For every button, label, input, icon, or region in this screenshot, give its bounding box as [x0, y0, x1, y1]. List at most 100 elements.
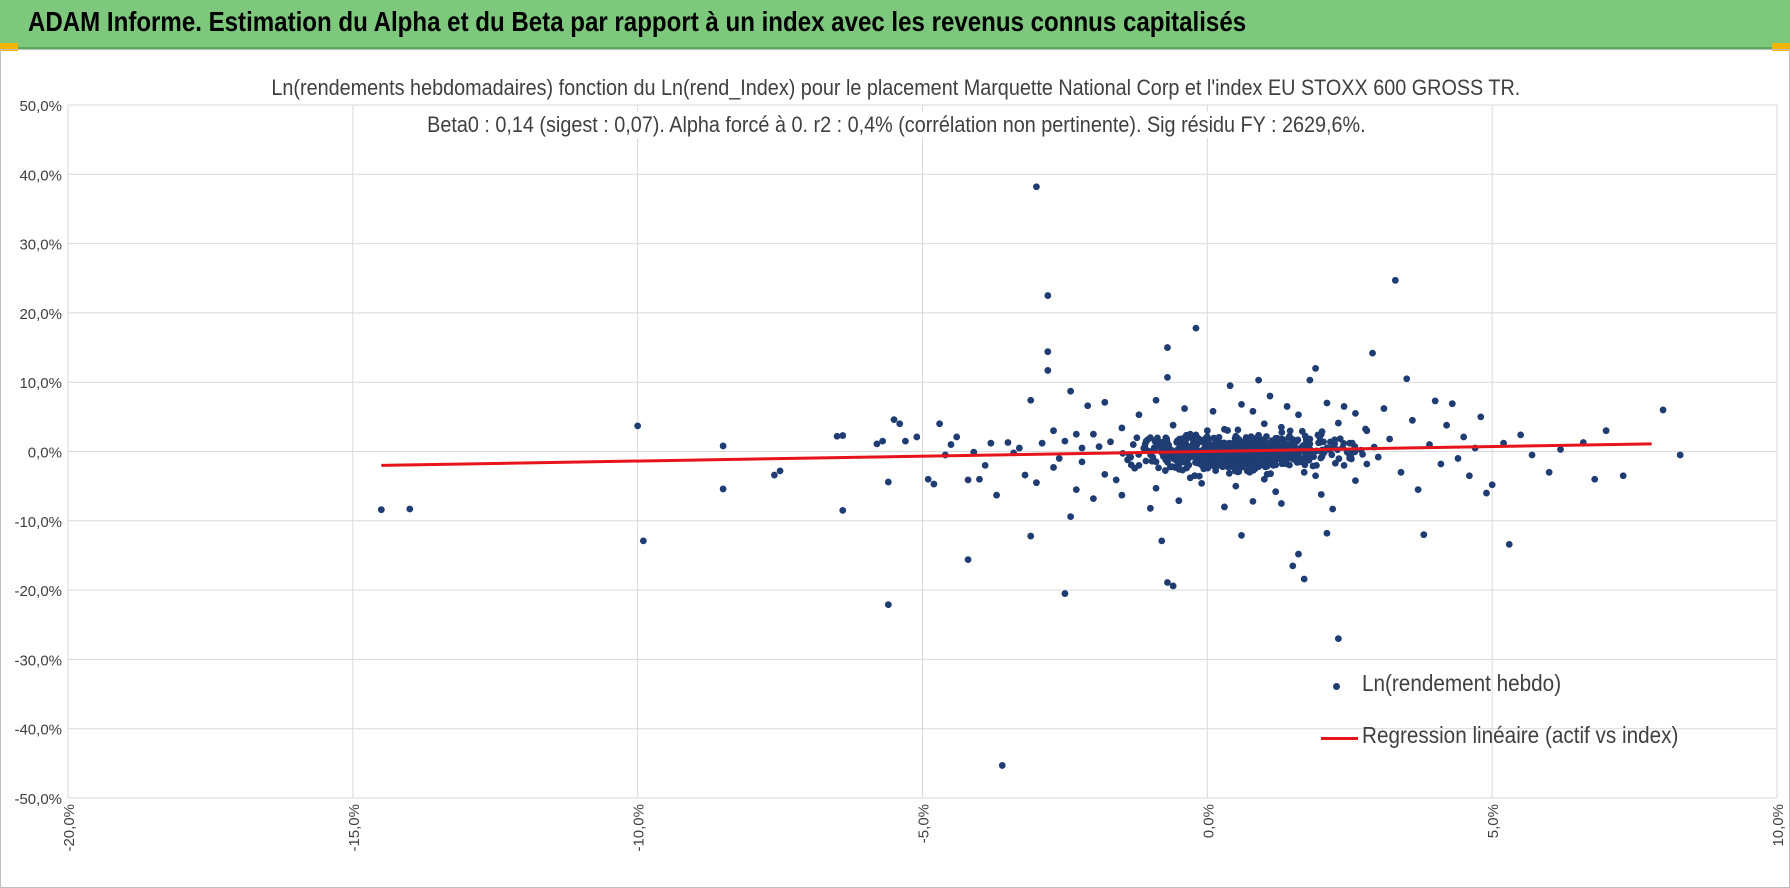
data-point — [1420, 531, 1428, 539]
data-point — [1281, 440, 1289, 447]
data-point — [1289, 562, 1297, 570]
data-point — [1443, 421, 1450, 429]
x-tick-label: -10,0% — [631, 804, 648, 852]
x-tick-label: -5,0% — [916, 804, 933, 843]
data-point — [1192, 324, 1200, 332]
data-point — [1314, 431, 1322, 439]
data-point — [1295, 550, 1302, 558]
data-point — [890, 416, 898, 424]
x-tick-label: -20,0% — [61, 804, 78, 852]
data-point — [1483, 489, 1490, 497]
data-point — [1072, 486, 1080, 494]
data-point — [1454, 455, 1462, 462]
data-point — [1278, 428, 1286, 436]
chart-frame: 50,0% 40,0% 30,0% 20,0% 10,0% 0,0% -10,0% -20,0… — [0, 49, 1790, 888]
data-point — [1221, 503, 1228, 511]
data-point — [1348, 439, 1356, 447]
data-point — [1055, 455, 1063, 462]
data-point — [1557, 446, 1564, 453]
data-point — [839, 432, 847, 439]
data-point — [1015, 444, 1023, 452]
data-point — [1149, 453, 1157, 461]
data-point — [1249, 497, 1257, 505]
data-point — [1334, 635, 1342, 643]
y-tick-label: 50,0% — [19, 98, 62, 115]
data-point — [1431, 397, 1439, 405]
data-point — [1158, 537, 1166, 545]
x-tick-label: -15,0% — [346, 804, 363, 852]
data-point — [1255, 376, 1263, 384]
corner-marker-left — [0, 43, 18, 51]
data-point — [1224, 427, 1231, 434]
data-point — [1129, 441, 1137, 448]
data-point — [1112, 476, 1120, 484]
data-point — [879, 437, 887, 445]
data-point — [964, 476, 972, 484]
data-point — [964, 556, 972, 564]
data-point — [1272, 461, 1280, 469]
data-point — [1038, 439, 1046, 447]
data-point — [1154, 438, 1161, 446]
y-tick-label: 10,0% — [19, 375, 62, 392]
data-point — [1050, 464, 1057, 471]
data-point — [1072, 430, 1080, 438]
data-point — [1340, 403, 1348, 410]
data-point — [1659, 406, 1667, 414]
data-point — [1460, 433, 1468, 441]
data-point — [1336, 435, 1344, 443]
data-point — [1175, 435, 1183, 443]
data-point — [1159, 438, 1167, 446]
legend-marker-points — [1333, 683, 1340, 690]
data-point — [1101, 470, 1109, 478]
data-point — [1304, 435, 1312, 443]
data-point — [1340, 440, 1348, 447]
data-point — [1260, 420, 1268, 428]
data-point — [1308, 449, 1316, 457]
legend-marker-line — [1321, 737, 1358, 740]
data-point — [1033, 183, 1040, 191]
data-point — [1477, 413, 1485, 421]
data-point — [936, 420, 943, 428]
data-point — [1226, 382, 1234, 390]
data-point — [1142, 437, 1150, 445]
data-point — [1286, 427, 1294, 435]
data-point — [873, 440, 881, 448]
chart-subtitle: Beta0 : 0,14 (sigest : 0,07). Alpha forc… — [1, 112, 1790, 138]
data-point — [1363, 460, 1371, 468]
data-point — [1162, 452, 1169, 460]
data-point — [1465, 472, 1473, 480]
data-point — [1409, 416, 1416, 424]
data-point — [1210, 434, 1218, 442]
data-point — [1203, 427, 1211, 435]
data-point — [902, 437, 909, 445]
data-point — [1061, 590, 1069, 597]
data-point — [770, 471, 778, 479]
data-point — [1267, 457, 1275, 464]
data-point — [1300, 575, 1308, 583]
data-point — [896, 420, 904, 428]
data-point — [1050, 427, 1057, 435]
data-point — [953, 433, 961, 441]
data-point — [1164, 344, 1171, 351]
data-point — [1437, 460, 1445, 468]
data-point — [1347, 453, 1355, 460]
data-point — [1165, 444, 1172, 452]
data-point — [1289, 436, 1297, 443]
data-point — [1241, 440, 1249, 448]
data-point — [1331, 440, 1339, 448]
data-point — [1061, 437, 1069, 445]
data-point — [1315, 439, 1322, 447]
y-tick-label: 40,0% — [19, 167, 62, 184]
data-point — [1362, 425, 1369, 433]
chart-title: Ln(rendements hebdomadaires) fonction du… — [1, 75, 1790, 101]
data-point — [1140, 444, 1148, 452]
y-tick-label: -10,0% — [14, 514, 62, 531]
regression-line-layer — [381, 442, 1652, 467]
data-point — [1235, 468, 1243, 476]
data-point — [1329, 505, 1337, 513]
data-point — [1173, 454, 1181, 462]
data-point — [1619, 472, 1627, 480]
y-tick-label: -30,0% — [14, 652, 62, 669]
data-point — [993, 491, 1000, 499]
data-point — [1044, 292, 1052, 299]
